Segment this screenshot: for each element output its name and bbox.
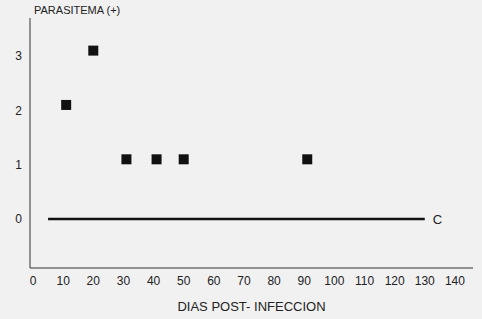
html-text:PARASITEMA (+): PARASITEMA (+)	[34, 4, 121, 16]
svg-text:3: 3	[15, 49, 22, 63]
svg-text:30: 30	[117, 274, 131, 288]
svg-text:80: 80	[267, 274, 281, 288]
svg-text:70: 70	[237, 274, 251, 288]
svg-text:120: 120	[385, 274, 405, 288]
svg-text:90: 90	[298, 274, 312, 288]
svg-text:10: 10	[56, 274, 70, 288]
svg-text:140: 140	[445, 274, 465, 288]
svg-text:1: 1	[15, 158, 22, 172]
svg-text:40: 40	[147, 274, 161, 288]
svg-text:C: C	[433, 212, 442, 227]
svg-text:0: 0	[15, 212, 22, 226]
svg-text:110: 110	[355, 274, 374, 288]
svg-text:60: 60	[207, 274, 221, 288]
svg-text:20: 20	[87, 274, 101, 288]
svg-text:2: 2	[15, 104, 22, 118]
svg-text:50: 50	[177, 274, 191, 288]
svg-text:130: 130	[415, 274, 435, 288]
svg-text:100: 100	[324, 274, 344, 288]
svg-text:0: 0	[30, 274, 37, 288]
svg-text:DIAS POST- INFECCION: DIAS POST- INFECCION	[177, 299, 325, 314]
